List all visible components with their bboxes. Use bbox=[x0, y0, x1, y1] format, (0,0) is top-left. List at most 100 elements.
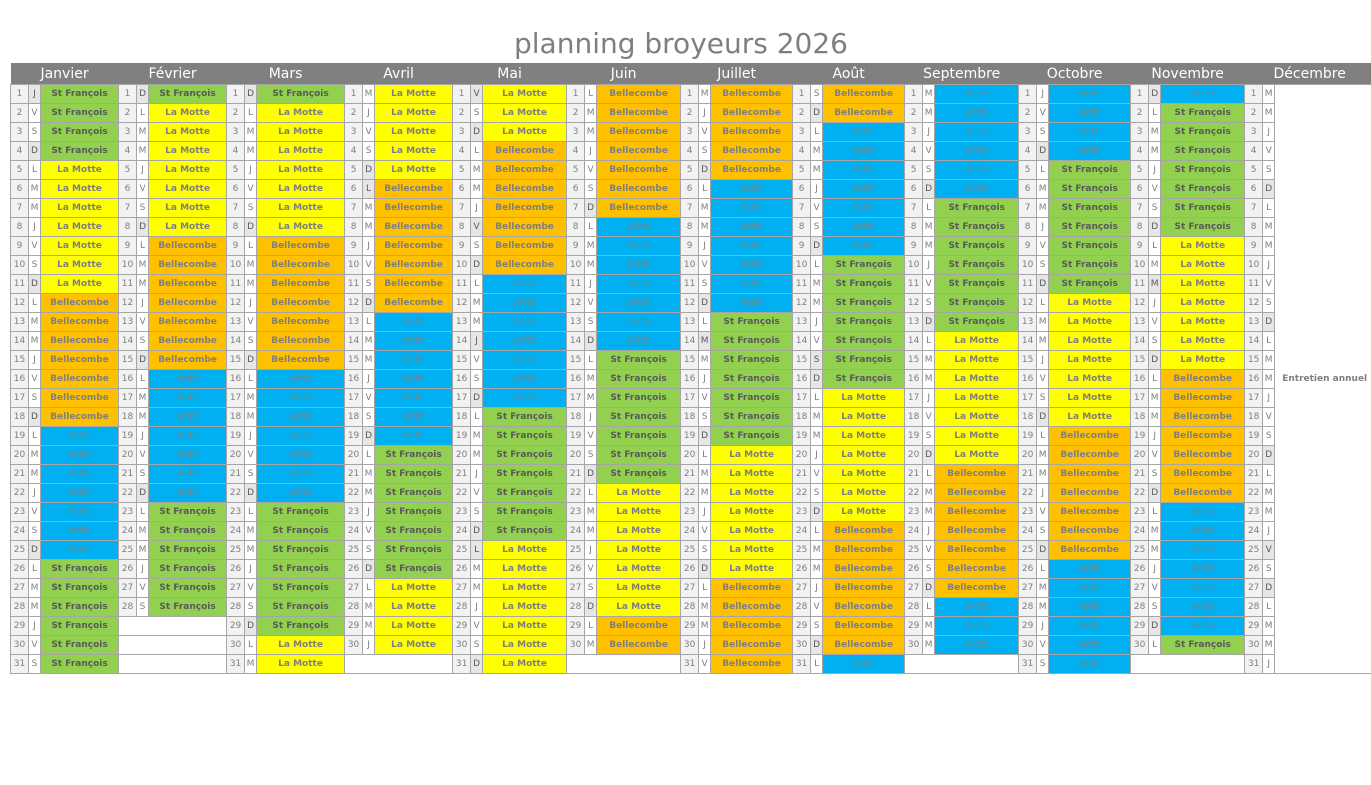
assignment-cell[interactable]: La Motte bbox=[596, 521, 682, 541]
assignment-cell[interactable]: La Motte bbox=[39, 236, 120, 256]
assignment-cell[interactable]: Bellecombe bbox=[596, 179, 682, 199]
assignment-cell[interactable]: St François bbox=[482, 464, 568, 484]
assignment-cell[interactable]: Arith bbox=[374, 388, 454, 408]
assignment-cell[interactable]: Arith bbox=[374, 426, 454, 446]
assignment-cell[interactable]: St François bbox=[710, 407, 794, 427]
assignment-cell[interactable]: St François bbox=[1160, 160, 1246, 180]
assignment-cell[interactable]: Bellecombe bbox=[148, 293, 228, 313]
assignment-cell[interactable]: Arith bbox=[374, 407, 454, 427]
assignment-cell[interactable]: La Motte bbox=[1048, 293, 1132, 313]
assignment-cell[interactable]: La Motte bbox=[1160, 312, 1246, 332]
assignment-cell[interactable]: Bellecombe bbox=[39, 312, 120, 332]
assignment-cell[interactable]: St François bbox=[148, 540, 228, 560]
assignment-cell[interactable]: St François bbox=[596, 407, 682, 427]
assignment-cell[interactable]: Bellecombe bbox=[710, 141, 794, 161]
assignment-cell[interactable]: St François bbox=[596, 445, 682, 465]
assignment-cell[interactable]: La Motte bbox=[148, 198, 228, 218]
assignment-cell[interactable]: Arith bbox=[596, 293, 682, 313]
assignment-cell[interactable]: St François bbox=[1160, 198, 1246, 218]
assignment-cell[interactable]: Arith bbox=[596, 274, 682, 294]
assignment-cell[interactable]: La Motte bbox=[822, 464, 906, 484]
assignment-cell[interactable]: La Motte bbox=[148, 217, 228, 237]
assignment-cell[interactable]: St François bbox=[39, 559, 120, 579]
assignment-cell[interactable]: La Motte bbox=[710, 540, 794, 560]
assignment-cell[interactable]: La Motte bbox=[39, 160, 120, 180]
assignment-cell[interactable]: La Motte bbox=[482, 84, 568, 104]
assignment-cell[interactable]: Arith bbox=[710, 255, 794, 275]
assignment-cell[interactable]: La Motte bbox=[710, 464, 794, 484]
assignment-cell[interactable]: St François bbox=[596, 426, 682, 446]
assignment-cell[interactable]: Arith bbox=[482, 274, 568, 294]
assignment-cell[interactable]: St François bbox=[1160, 179, 1246, 199]
assignment-cell[interactable]: St François bbox=[256, 578, 346, 598]
assignment-cell[interactable]: Arith bbox=[1160, 597, 1246, 617]
assignment-cell[interactable]: Bellecombe bbox=[482, 255, 568, 275]
assignment-cell[interactable]: Arith bbox=[1048, 597, 1132, 617]
assignment-cell[interactable]: St François bbox=[934, 198, 1020, 218]
assignment-cell[interactable]: Bellecombe bbox=[596, 122, 682, 142]
assignment-cell[interactable]: St François bbox=[256, 540, 346, 560]
assignment-cell[interactable]: Arith bbox=[1160, 521, 1246, 541]
assignment-cell[interactable]: St François bbox=[822, 312, 906, 332]
assignment-cell[interactable]: Bellecombe bbox=[1048, 464, 1132, 484]
assignment-cell[interactable]: Bellecombe bbox=[39, 331, 120, 351]
assignment-cell[interactable]: St François bbox=[482, 483, 568, 503]
assignment-cell[interactable]: Arith bbox=[1160, 578, 1246, 598]
assignment-cell[interactable]: Arith bbox=[148, 426, 228, 446]
assignment-cell[interactable]: La Motte bbox=[256, 141, 346, 161]
assignment-cell[interactable]: Bellecombe bbox=[710, 103, 794, 123]
assignment-cell[interactable]: Bellecombe bbox=[39, 350, 120, 370]
assignment-cell[interactable]: St François bbox=[934, 217, 1020, 237]
assignment-cell[interactable]: Bellecombe bbox=[374, 293, 454, 313]
assignment-cell[interactable]: La Motte bbox=[256, 103, 346, 123]
assignment-cell[interactable]: Arith bbox=[1048, 635, 1132, 655]
assignment-cell[interactable]: La Motte bbox=[1048, 331, 1132, 351]
assignment-cell[interactable]: Bellecombe bbox=[1160, 369, 1246, 389]
assignment-cell[interactable]: Bellecombe bbox=[148, 255, 228, 275]
assignment-cell[interactable]: Bellecombe bbox=[148, 331, 228, 351]
assignment-cell[interactable]: Arith bbox=[596, 331, 682, 351]
assignment-cell[interactable]: Bellecombe bbox=[1048, 483, 1132, 503]
assignment-cell[interactable]: Bellecombe bbox=[710, 635, 794, 655]
assignment-cell[interactable]: La Motte bbox=[596, 597, 682, 617]
assignment-cell[interactable]: La Motte bbox=[374, 141, 454, 161]
assignment-cell[interactable]: Arith bbox=[39, 445, 120, 465]
assignment-cell[interactable]: St François bbox=[934, 293, 1020, 313]
assignment-cell[interactable]: Bellecombe bbox=[482, 179, 568, 199]
assignment-cell[interactable]: St François bbox=[39, 616, 120, 636]
assignment-cell[interactable]: Bellecombe bbox=[374, 217, 454, 237]
assignment-cell[interactable]: Arith bbox=[374, 312, 454, 332]
assignment-cell[interactable]: La Motte bbox=[148, 179, 228, 199]
assignment-cell[interactable]: St François bbox=[822, 369, 906, 389]
assignment-cell[interactable]: St François bbox=[374, 445, 454, 465]
assignment-cell[interactable]: Arith bbox=[934, 103, 1020, 123]
assignment-cell[interactable]: La Motte bbox=[256, 198, 346, 218]
assignment-cell[interactable]: Arith bbox=[39, 540, 120, 560]
assignment-cell[interactable]: Arith bbox=[596, 236, 682, 256]
assignment-cell[interactable]: La Motte bbox=[39, 217, 120, 237]
assignment-cell[interactable]: St François bbox=[148, 559, 228, 579]
assignment-cell[interactable]: La Motte bbox=[934, 350, 1020, 370]
assignment-cell[interactable]: Arith bbox=[710, 236, 794, 256]
assignment-cell[interactable]: Arith bbox=[374, 350, 454, 370]
assignment-cell[interactable]: St François bbox=[1160, 141, 1246, 161]
assignment-cell[interactable]: Bellecombe bbox=[822, 521, 906, 541]
assignment-cell[interactable]: St François bbox=[710, 331, 794, 351]
assignment-cell[interactable]: St François bbox=[374, 502, 454, 522]
assignment-cell[interactable]: Bellecombe bbox=[1160, 407, 1246, 427]
assignment-cell[interactable]: Arith bbox=[934, 84, 1020, 104]
assignment-cell[interactable]: St François bbox=[822, 274, 906, 294]
assignment-cell[interactable]: Bellecombe bbox=[256, 293, 346, 313]
assignment-cell[interactable]: St François bbox=[256, 502, 346, 522]
assignment-cell[interactable]: La Motte bbox=[256, 179, 346, 199]
assignment-cell[interactable]: Arith bbox=[39, 521, 120, 541]
assignment-cell[interactable]: Bellecombe bbox=[1048, 502, 1132, 522]
assignment-cell[interactable]: St François bbox=[482, 426, 568, 446]
assignment-cell[interactable]: Arith bbox=[482, 293, 568, 313]
assignment-cell[interactable]: Arith bbox=[482, 369, 568, 389]
assignment-cell[interactable]: La Motte bbox=[822, 407, 906, 427]
assignment-cell[interactable]: St François bbox=[256, 84, 346, 104]
assignment-cell[interactable]: Arith bbox=[39, 502, 120, 522]
assignment-cell[interactable]: La Motte bbox=[1160, 293, 1246, 313]
assignment-cell[interactable]: Arith bbox=[710, 217, 794, 237]
